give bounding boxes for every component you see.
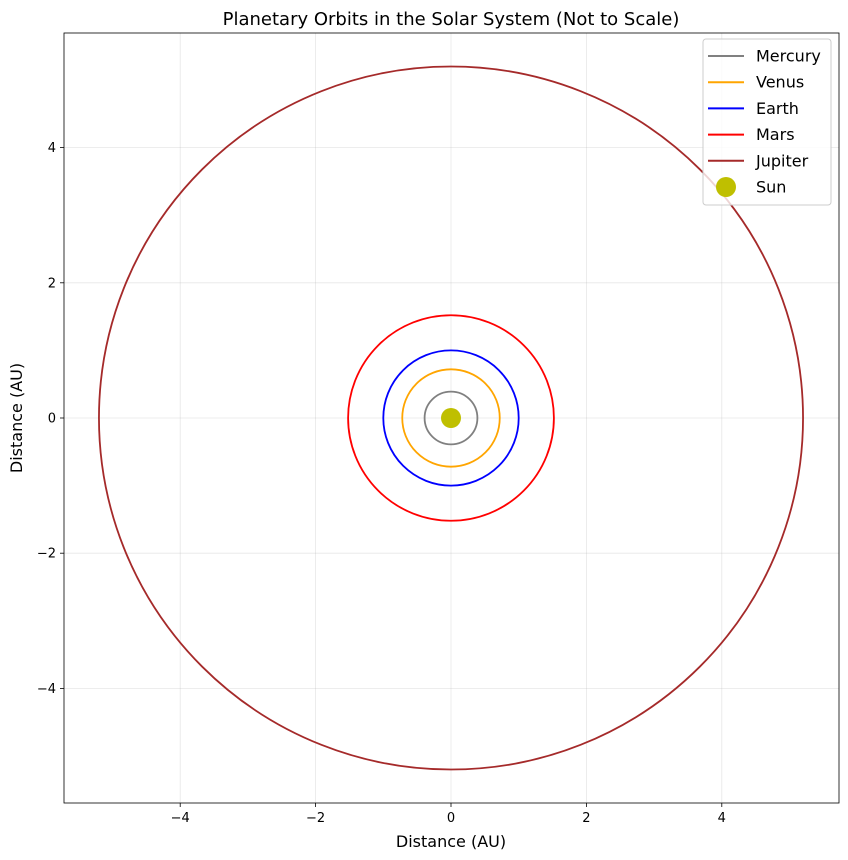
legend: Mercury Venus Earth Mars Jupiter Sun — [702, 38, 832, 206]
plot-data — [98, 65, 804, 771]
y-tick-label: −4 — [37, 682, 56, 697]
y-tick-label: 2 — [48, 276, 56, 291]
mars-orbit — [347, 314, 555, 522]
legend-label-jupiter: Jupiter — [755, 151, 809, 170]
legend-label-earth: Earth — [756, 99, 799, 118]
x-tick-label: −4 — [171, 811, 190, 826]
sun-marker — [441, 408, 461, 428]
x-tick-label: 0 — [447, 811, 455, 826]
legend-label-sun: Sun — [756, 178, 786, 197]
legend-label-mars: Mars — [756, 125, 795, 144]
jupiter-orbit — [98, 65, 804, 771]
y-tick-label: 4 — [48, 141, 56, 156]
y-axis-label: Distance (AU) — [7, 363, 26, 473]
x-tick-label: 2 — [582, 811, 590, 826]
legend-label-mercury: Mercury — [756, 47, 821, 66]
venus-orbit — [401, 368, 501, 468]
legend-box — [702, 38, 832, 206]
y-tick-label: −2 — [37, 547, 56, 562]
x-tick-label: −2 — [306, 811, 325, 826]
x-axis-label: Distance (AU) — [396, 832, 506, 851]
mercury-orbit — [423, 390, 479, 446]
axis-ticks: −4 −2 0 2 4 −4 −2 0 2 4 — [37, 141, 726, 826]
legend-swatch-sun — [716, 177, 736, 197]
legend-label-venus: Venus — [756, 73, 804, 92]
y-tick-label: 0 — [48, 412, 56, 427]
earth-orbit — [382, 349, 520, 487]
chart-title: Planetary Orbits in the Solar System (No… — [223, 9, 680, 30]
x-tick-label: 4 — [718, 811, 726, 826]
